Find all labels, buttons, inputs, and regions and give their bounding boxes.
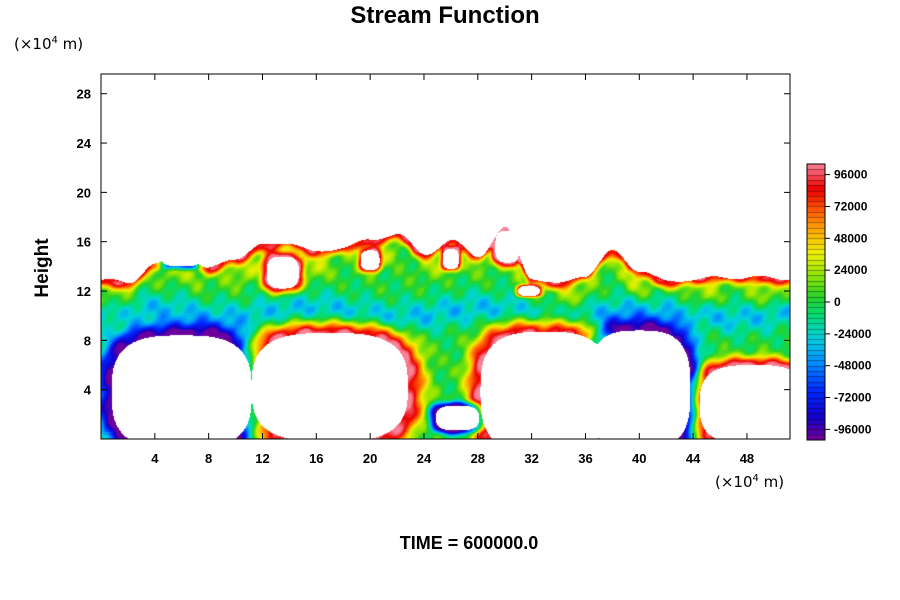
chart-title: Stream Function [350,2,539,29]
colorbar-tick-label: 24000 [834,263,868,277]
x-tick-label: 4 [151,451,159,466]
x-tick-label: 36 [578,451,592,466]
y-tick-label: 4 [84,383,92,398]
colorbar-tick-label: 0 [834,295,841,309]
x-tick-label: 28 [471,451,485,466]
colorbar [807,164,825,440]
heatmap-field [101,74,790,439]
x-axis: 4 8 12 16 20 24 28 32 36 40 44 48 [151,74,754,466]
y-tick-label: 8 [84,333,91,348]
y-axis-label: Height [32,238,53,298]
x-tick-label: 12 [255,451,269,466]
colorbar-tick-label: 96000 [834,168,868,182]
colorbar-tick-label: -48000 [834,359,872,373]
colorbar-ticks: 96000 72000 48000 24000 0 -24000 -48000 -72000 -… [825,168,872,436]
x-tick-label: 24 [417,451,432,466]
y-units-label: (×104 m) [14,35,83,53]
time-label: TIME = 600000.0 [400,533,539,553]
y-tick-label: 12 [77,284,91,299]
y-tick-label: 16 [77,235,91,250]
y-tick-label: 20 [77,185,91,200]
plot-frame [100,73,791,440]
y-tick-label: 24 [77,136,92,151]
colorbar-tick-label: 72000 [834,199,868,213]
x-tick-label: 16 [309,451,323,466]
colorbar-tick-label: 48000 [834,231,868,245]
x-units-label: (×104 m) [715,473,784,491]
colorbar-tick-label: -24000 [834,327,872,341]
colorbar-tick-label: -72000 [834,391,872,405]
x-tick-label: 20 [363,451,377,466]
y-axis: 4 8 12 16 20 24 28 [77,87,790,398]
x-tick-label: 44 [686,451,701,466]
x-tick-label: 32 [524,451,538,466]
x-tick-label: 8 [205,451,212,466]
y-tick-label: 28 [77,87,91,102]
x-tick-label: 40 [632,451,646,466]
x-tick-label: 48 [740,451,754,466]
colorbar-tick-label: -96000 [834,422,872,436]
